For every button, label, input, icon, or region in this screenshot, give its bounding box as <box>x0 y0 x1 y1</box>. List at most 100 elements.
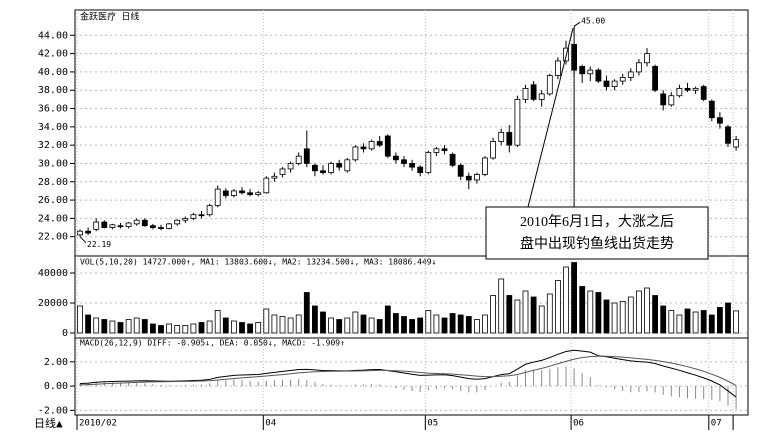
candle-body <box>93 221 100 230</box>
volume-bar <box>101 319 108 334</box>
volume-bar <box>579 286 586 334</box>
volume-bar <box>206 320 213 334</box>
volume-bar <box>733 310 739 334</box>
volume-bar <box>409 319 416 334</box>
volume-bar <box>465 316 472 334</box>
volume-bar <box>684 308 691 334</box>
period-label: 日线▲ <box>34 416 63 430</box>
callout-box <box>485 206 709 260</box>
volume-bar <box>619 301 626 334</box>
candle-body <box>279 168 286 175</box>
candle-body <box>401 159 407 164</box>
candle-body <box>352 146 359 161</box>
min-marker <box>79 236 87 244</box>
y-tick-label: 26.00 <box>38 195 68 206</box>
volume-bar <box>725 302 731 334</box>
candle-body <box>692 88 699 91</box>
y-tick-label: 22.00 <box>38 232 68 243</box>
macd-legend: MACD(26,12,9) DIFF: -0.905↓, DEA: 0.050↓… <box>80 339 345 348</box>
volume-bar <box>133 317 140 334</box>
volume-bar <box>311 305 318 334</box>
candle-body <box>668 95 675 106</box>
y-tick-label: 36.00 <box>38 104 68 115</box>
volume-bar <box>425 310 432 334</box>
volume-bar <box>514 299 521 334</box>
max-label: 45.00 <box>581 17 605 26</box>
candle-body <box>538 93 545 100</box>
volume-bar <box>660 305 667 334</box>
candle-body <box>376 141 383 146</box>
volume-bar <box>473 319 480 334</box>
candle-body <box>384 135 391 157</box>
candle-body <box>409 163 416 168</box>
y-tick-label: 24.00 <box>38 213 68 224</box>
volume-bar <box>717 307 723 334</box>
volume-bar <box>109 320 116 334</box>
volume-bar <box>441 317 448 334</box>
volume-bar <box>336 319 343 334</box>
candle-body <box>311 164 318 172</box>
candle-body <box>571 44 577 71</box>
candle-body <box>247 192 254 195</box>
candle-body <box>141 219 148 227</box>
volume-bar <box>611 302 618 334</box>
candle-body <box>555 60 561 76</box>
volume-bar <box>652 295 658 334</box>
candle-body <box>149 225 156 228</box>
volume-bar <box>482 314 488 334</box>
volume-bar <box>125 319 132 334</box>
y-tick-label: 42.00 <box>38 49 68 60</box>
volume-bar <box>530 296 537 334</box>
candle-body <box>368 141 375 150</box>
volume-bar <box>384 305 391 334</box>
volume-bar <box>563 266 569 334</box>
candle-body <box>336 163 343 168</box>
candle-body <box>603 80 610 87</box>
candle-body <box>166 223 173 229</box>
candle-body <box>725 126 731 144</box>
candle-body <box>514 98 521 146</box>
y-tick-label: 34.00 <box>38 122 68 133</box>
volume-bar <box>295 314 302 334</box>
candle-body <box>627 71 634 78</box>
volume-bar <box>271 314 278 334</box>
candle-body <box>230 190 237 196</box>
volume-bar <box>190 323 197 334</box>
volume-bar <box>174 325 181 334</box>
volume-legend: VOL(5,10,20) 14727.000↑, MA1: 13803.600↓… <box>80 258 436 267</box>
candle-body <box>636 62 642 73</box>
candle-body <box>392 155 399 161</box>
volume-bar <box>214 310 221 334</box>
candle-body <box>222 190 229 196</box>
candle-body <box>684 88 691 91</box>
candle-body <box>125 222 132 228</box>
volume-bar <box>522 290 529 334</box>
volume-bar <box>644 287 650 334</box>
volume-bar <box>117 322 124 334</box>
volume-bar <box>77 305 83 334</box>
candle-body <box>360 146 367 150</box>
volume-bar <box>546 293 553 334</box>
volume-bar <box>603 299 610 334</box>
candle-body <box>465 175 472 181</box>
y-tick-label: 40.00 <box>38 67 68 78</box>
volume-bar <box>360 314 367 334</box>
candle-body <box>433 148 440 153</box>
candle-body <box>587 69 594 75</box>
callout-text: 盘中出现钓鱼线出货走势 <box>520 235 674 252</box>
volume-bar <box>457 314 464 334</box>
candle-body <box>328 163 335 174</box>
diff-line <box>79 349 737 398</box>
volume-bar <box>555 280 561 334</box>
candle-body <box>660 93 667 106</box>
volume-bar <box>93 317 100 334</box>
volume-bar <box>627 296 634 334</box>
y-tick-label: 30.00 <box>38 158 68 169</box>
volume-bar <box>85 314 91 334</box>
candle-body <box>344 159 351 172</box>
volume-bar <box>247 323 254 334</box>
volume-bar <box>595 292 602 334</box>
volume-bar <box>303 292 310 334</box>
y-tick-label: 0 <box>62 328 68 339</box>
